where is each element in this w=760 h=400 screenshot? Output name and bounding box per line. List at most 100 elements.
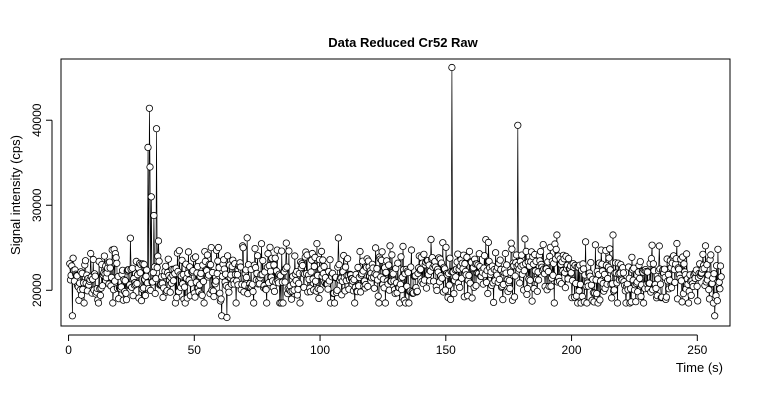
data-point (416, 265, 425, 273)
data-point (564, 255, 573, 263)
data-point (510, 293, 519, 301)
series-points (66, 63, 725, 322)
data-point (144, 143, 152, 151)
data-point (334, 234, 342, 242)
data-point (468, 294, 476, 302)
data-point (463, 253, 471, 261)
data-point (534, 276, 543, 284)
data-point (636, 274, 644, 282)
data-point (427, 235, 435, 243)
data-point (703, 261, 711, 269)
data-point (224, 252, 232, 260)
data-point (687, 291, 695, 299)
data-point (199, 277, 208, 285)
data-point (159, 293, 167, 301)
data-point (705, 285, 713, 294)
x-tick-label: 150 (436, 343, 456, 357)
plot-area (60, 58, 731, 327)
data-point (239, 244, 247, 252)
data-point (521, 235, 529, 243)
data-point (632, 298, 640, 306)
data-point (579, 265, 588, 273)
x-tick-label: 200 (562, 343, 582, 357)
data-point (151, 289, 159, 298)
data-point (154, 237, 163, 245)
data-point (484, 238, 492, 246)
data-point (319, 256, 327, 264)
data-point (472, 281, 480, 290)
data-point (287, 295, 296, 303)
data-point (699, 250, 707, 258)
data-point (552, 245, 560, 253)
data-point (655, 242, 663, 250)
data-point (155, 257, 163, 265)
data-point (662, 293, 671, 301)
data-point (378, 248, 386, 256)
chart-title: Data Reduced Cr52 Raw (328, 35, 478, 50)
data-point (197, 269, 205, 277)
data-point (581, 238, 590, 246)
data-point (126, 234, 134, 242)
data-point (81, 257, 90, 265)
data-point (714, 245, 722, 253)
data-point (605, 254, 613, 262)
data-point (678, 298, 686, 306)
data-point (707, 251, 715, 259)
data-point (98, 282, 107, 290)
data-point (370, 284, 378, 292)
data-point (94, 299, 103, 307)
data-point (491, 249, 500, 257)
data-point (198, 291, 206, 299)
data-point (181, 283, 189, 291)
data-point (544, 267, 553, 276)
data-point (495, 275, 504, 283)
data-point (150, 211, 158, 220)
data-point (207, 261, 215, 269)
data-point (489, 298, 498, 306)
data-point (210, 292, 218, 301)
x-tick-label: 50 (188, 343, 202, 357)
data-point (320, 262, 328, 271)
data-point (80, 299, 88, 307)
data-point (232, 299, 240, 307)
data-point (385, 261, 393, 269)
data-point (484, 289, 492, 298)
data-point (243, 234, 251, 242)
data-point (106, 258, 114, 266)
data-point (506, 268, 515, 276)
data-point (375, 299, 383, 307)
x-axis: 0 50 100 150 200 250 (65, 334, 708, 357)
data-point (445, 281, 453, 289)
data-point (677, 277, 686, 285)
data-point (386, 242, 394, 250)
data-point (279, 299, 287, 307)
data-point (356, 247, 364, 256)
data-point (128, 264, 136, 272)
data-point (505, 276, 513, 285)
data-point (191, 293, 199, 301)
data-point (442, 243, 450, 251)
data-point (413, 287, 421, 295)
y-axis-label: Signal intensity (cps) (8, 135, 23, 255)
data-point (694, 297, 702, 305)
data-point (68, 312, 77, 320)
data-point (710, 270, 718, 278)
data-point (701, 242, 710, 250)
data-point (397, 253, 405, 261)
data-point (553, 231, 561, 239)
data-point (223, 313, 231, 322)
data-point (145, 104, 153, 112)
data-point (407, 246, 416, 254)
data-point (628, 253, 636, 261)
data-point (450, 289, 458, 298)
data-point (146, 163, 154, 171)
data-point (523, 290, 531, 298)
data-point (169, 277, 178, 285)
y-axis: 20000 30000 40000 (30, 103, 53, 307)
data-point (173, 293, 181, 302)
y-tick-label: 40000 (30, 103, 44, 137)
data-point (399, 242, 407, 250)
data-point (351, 299, 359, 307)
data-point (203, 251, 211, 259)
